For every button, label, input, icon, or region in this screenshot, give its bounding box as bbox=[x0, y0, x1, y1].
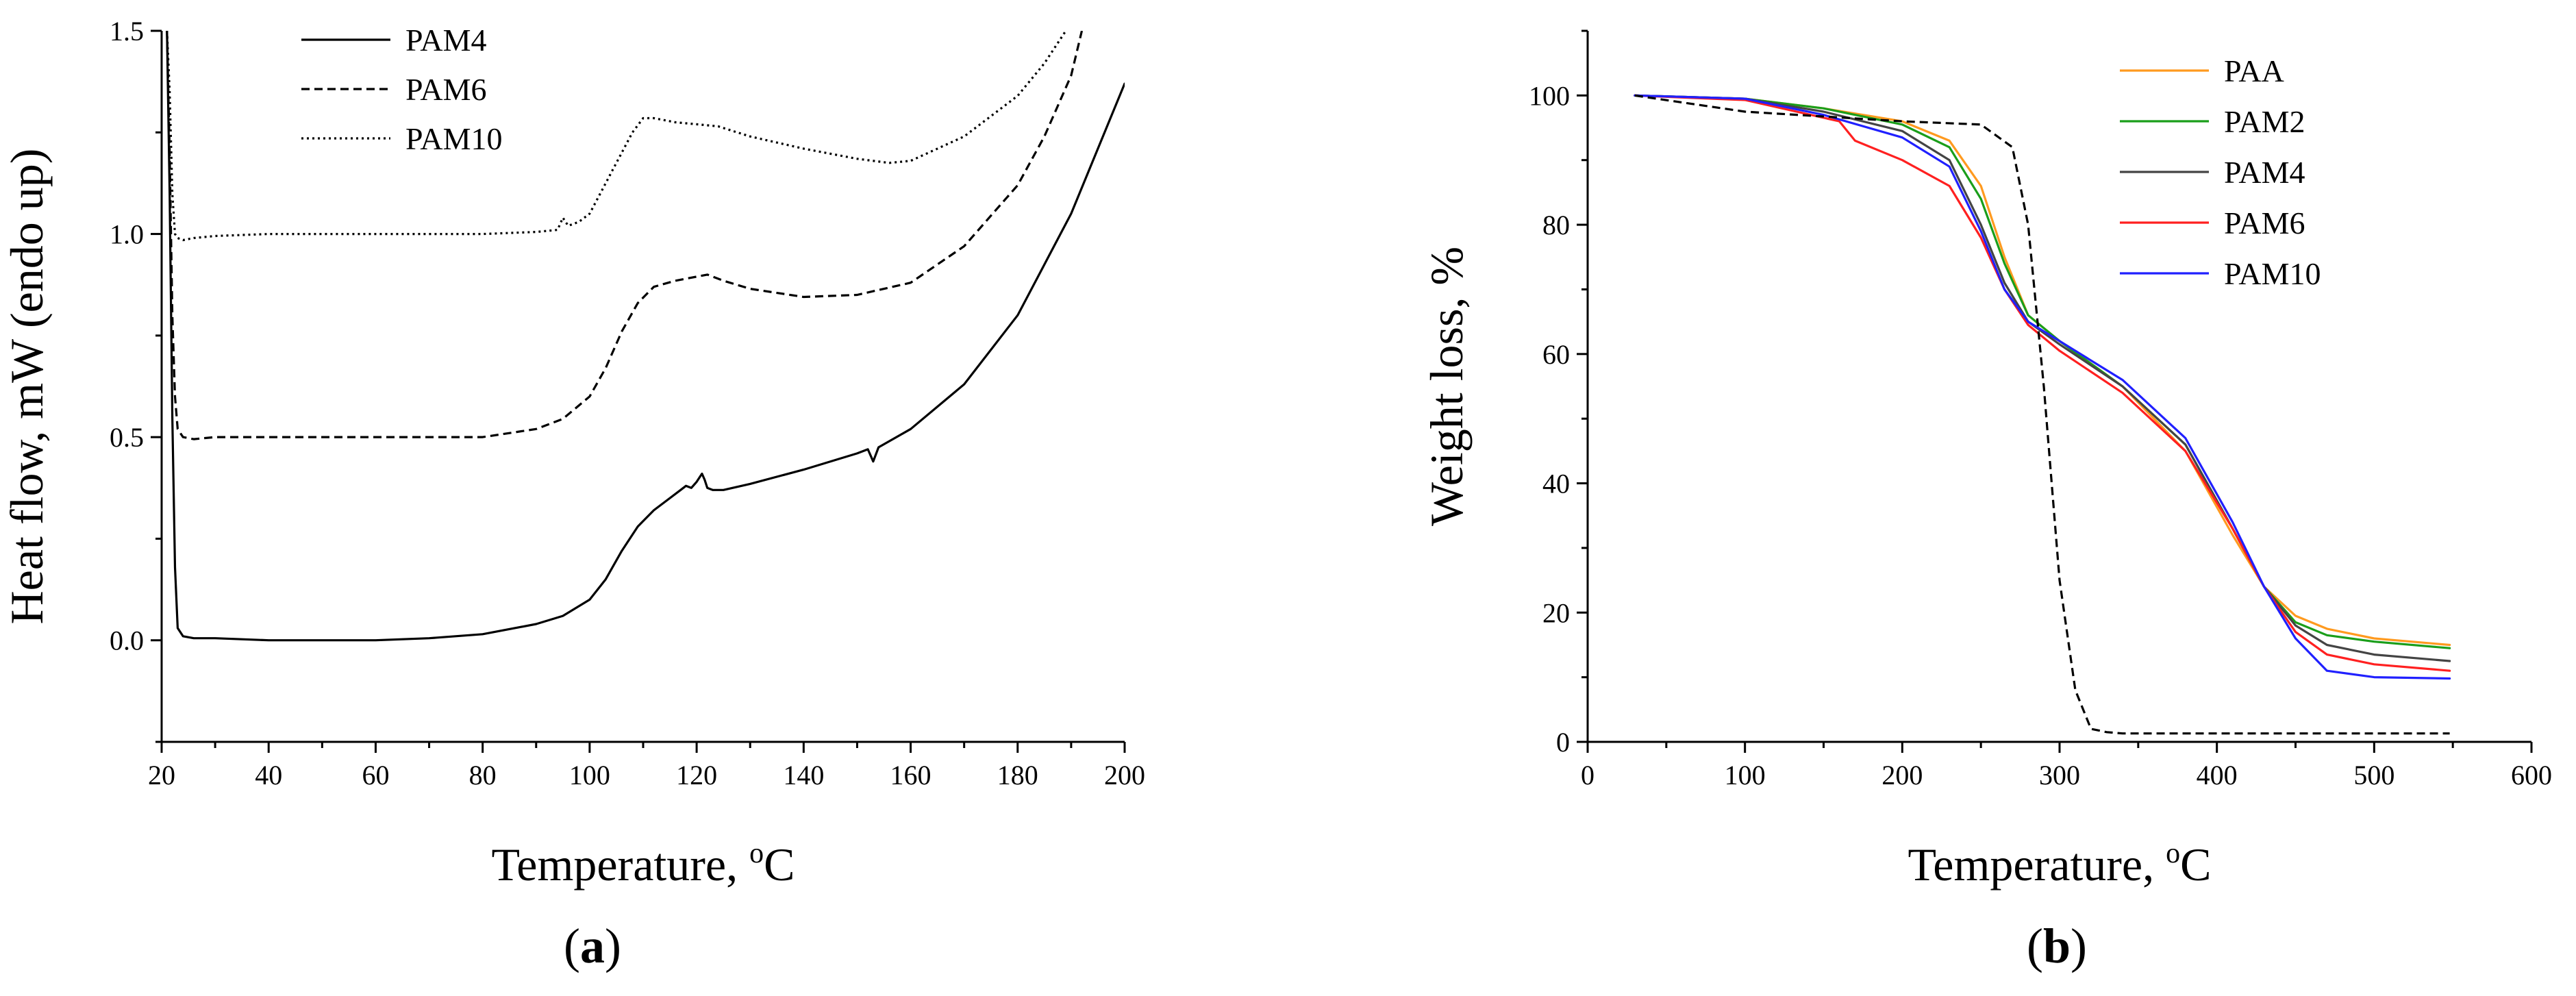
x-tick-label: 400 bbox=[2197, 760, 2238, 790]
legend-label: PAM6 bbox=[405, 72, 486, 107]
legend: PAM4 PAM6 PAM10 bbox=[301, 23, 502, 156]
legend: PAA PAM2 PAM4 PAM6 PAM10 bbox=[2120, 53, 2321, 291]
x-tick-label: 100 bbox=[569, 760, 610, 790]
x-tick-label: 60 bbox=[362, 760, 389, 790]
y-axis-title: Weight loss, % bbox=[1421, 247, 1473, 526]
series-line-pam6 bbox=[166, 31, 1084, 440]
y-tick-label: 0 bbox=[1556, 727, 1570, 758]
legend-label: PAM4 bbox=[405, 23, 486, 58]
series-line-unlabeled-dashed bbox=[1634, 94, 2450, 735]
x-tick-label: 200 bbox=[1881, 760, 1923, 790]
legend-label: PAM4 bbox=[2224, 155, 2305, 190]
series-line-pam6 bbox=[1634, 94, 2451, 672]
x-tick-label: 0 bbox=[1581, 760, 1595, 790]
series-line-pam4 bbox=[1634, 94, 2451, 662]
legend-label: PAM10 bbox=[2224, 256, 2321, 291]
chart-panel-b: 0 100 200 300 400 500 600020406080100PAAPAM2PA… bbox=[1421, 29, 2552, 973]
x-tick-label: 600 bbox=[2511, 760, 2552, 790]
x-tick-label: 140 bbox=[783, 760, 824, 790]
y-tick-label: 60 bbox=[1542, 339, 1570, 370]
y-tick-label: 1.0 bbox=[110, 219, 144, 250]
y-tick-label: 40 bbox=[1542, 469, 1570, 499]
panel-label: (a) bbox=[564, 919, 621, 973]
y-tick-label: 20 bbox=[1542, 597, 1570, 628]
y-tick-label: 80 bbox=[1542, 210, 1570, 240]
legend-label: PAM6 bbox=[2224, 206, 2305, 240]
x-tick-label: 200 bbox=[1104, 760, 1145, 790]
x-axis-title: Temperature, oC bbox=[1908, 838, 2212, 891]
x-tick-label: 180 bbox=[997, 760, 1038, 790]
x-tick-label: 160 bbox=[890, 760, 931, 790]
x-tick-label: 120 bbox=[676, 760, 717, 790]
y-tick-label: 100 bbox=[1529, 80, 1570, 111]
x-tick-label: 20 bbox=[148, 760, 175, 790]
chart-panel-a: 20 40 60 80 100 120 140 160 180 200 0.0 0.5 1.0 1.5 PA… bbox=[1, 16, 1145, 973]
legend-label: PAM2 bbox=[2224, 104, 2305, 139]
y-tick-label: 1.5 bbox=[110, 16, 144, 47]
x-axis-title: Temperature, oC bbox=[492, 838, 795, 891]
series-line-pam10 bbox=[1634, 94, 2451, 680]
legend-label: PAM10 bbox=[405, 121, 502, 156]
y-tick-label: 0.0 bbox=[110, 625, 144, 656]
y-tick-label: 0.5 bbox=[110, 422, 144, 453]
series-line-pam4 bbox=[166, 31, 1125, 642]
x-tick-label: 80 bbox=[469, 760, 497, 790]
x-tick-label: 500 bbox=[2353, 760, 2394, 790]
x-tick-label: 300 bbox=[2039, 760, 2080, 790]
y-axis-title: Heat flow, mW (endo up) bbox=[1, 149, 53, 625]
legend-label: PAA bbox=[2224, 53, 2284, 88]
x-tick-label: 100 bbox=[1725, 760, 1766, 790]
x-tick-label: 40 bbox=[255, 760, 282, 790]
panel-label: (b) bbox=[2027, 919, 2087, 973]
series-line-pam10 bbox=[166, 31, 1067, 242]
